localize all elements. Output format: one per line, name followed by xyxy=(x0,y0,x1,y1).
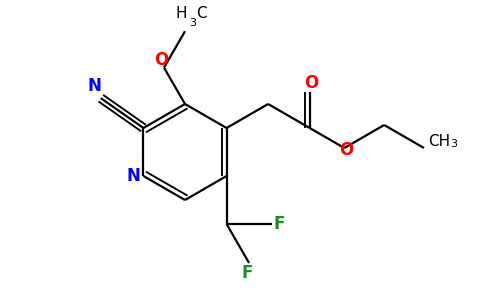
Text: N: N xyxy=(126,167,140,185)
Text: N: N xyxy=(88,77,102,95)
Text: H: H xyxy=(176,6,187,21)
Text: F: F xyxy=(242,264,253,282)
Text: O: O xyxy=(154,51,168,69)
Text: O: O xyxy=(304,74,319,92)
Text: C: C xyxy=(196,6,207,21)
Text: 3: 3 xyxy=(450,139,457,149)
Text: F: F xyxy=(274,215,285,233)
Text: CH: CH xyxy=(428,134,450,149)
Text: 3: 3 xyxy=(189,18,196,28)
Text: O: O xyxy=(339,141,353,159)
